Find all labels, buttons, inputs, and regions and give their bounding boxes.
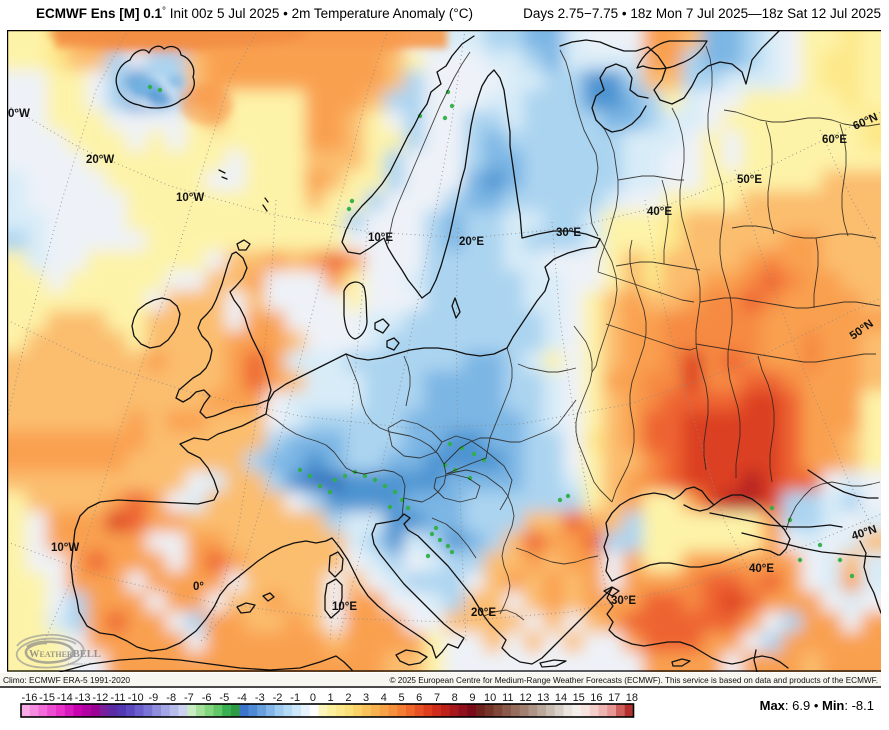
svg-text:18: 18: [626, 692, 638, 704]
svg-text:-11: -11: [110, 692, 125, 704]
svg-text:10: 10: [484, 692, 496, 704]
svg-text:0: 0: [310, 692, 316, 704]
svg-text:-2: -2: [273, 692, 283, 704]
svg-text:1: 1: [328, 692, 334, 704]
svg-text:6: 6: [416, 692, 422, 704]
svg-text:5: 5: [398, 692, 404, 704]
svg-text:10°E: 10°E: [368, 232, 393, 244]
svg-text:8: 8: [452, 692, 458, 704]
svg-text:60°E: 60°E: [822, 134, 847, 146]
svg-text:30°E: 30°E: [611, 595, 636, 607]
svg-text:-15: -15: [39, 692, 55, 704]
svg-text:50°E: 50°E: [737, 174, 762, 186]
svg-text:-3: -3: [255, 692, 265, 704]
svg-text:-8: -8: [166, 692, 176, 704]
svg-text:-5: -5: [219, 692, 229, 704]
svg-text:20°W: 20°W: [86, 154, 114, 166]
svg-text:9: 9: [469, 692, 475, 704]
svg-text:7: 7: [434, 692, 440, 704]
svg-text:2: 2: [345, 692, 351, 704]
svg-text:-16: -16: [21, 692, 37, 704]
svg-text:11: 11: [502, 692, 513, 704]
svg-text:-9: -9: [149, 692, 159, 704]
svg-text:-14: -14: [57, 692, 73, 704]
svg-text:0°W: 0°W: [8, 108, 30, 120]
svg-text:-12: -12: [92, 692, 108, 704]
svg-text:3: 3: [363, 692, 369, 704]
svg-text:10°E: 10°E: [332, 601, 357, 613]
svg-text:-4: -4: [237, 692, 247, 704]
svg-text:Analytics LLC: Analytics LLC: [67, 661, 92, 666]
svg-text:-1: -1: [290, 692, 300, 704]
svg-text:13: 13: [537, 692, 549, 704]
svg-text:-6: -6: [202, 692, 212, 704]
svg-text:20°E: 20°E: [459, 236, 484, 248]
svg-text:0°: 0°: [193, 581, 204, 593]
svg-text:4: 4: [381, 692, 387, 704]
svg-text:-13: -13: [75, 692, 91, 704]
svg-text:30°E: 30°E: [556, 227, 581, 239]
svg-text:-7: -7: [184, 692, 194, 704]
svg-text:15: 15: [573, 692, 585, 704]
svg-text:20°E: 20°E: [471, 607, 496, 619]
svg-text:40°E: 40°E: [647, 206, 672, 218]
svg-text:40°E: 40°E: [749, 563, 774, 575]
svg-text:WEATHERBELL: WEATHERBELL: [29, 649, 101, 660]
svg-text:17: 17: [608, 692, 620, 704]
svg-text:-10: -10: [128, 692, 144, 704]
svg-text:12: 12: [519, 692, 531, 704]
svg-text:16: 16: [590, 692, 602, 704]
svg-text:10°W: 10°W: [51, 542, 79, 554]
svg-text:10°W: 10°W: [176, 192, 204, 204]
svg-text:14: 14: [555, 692, 567, 704]
